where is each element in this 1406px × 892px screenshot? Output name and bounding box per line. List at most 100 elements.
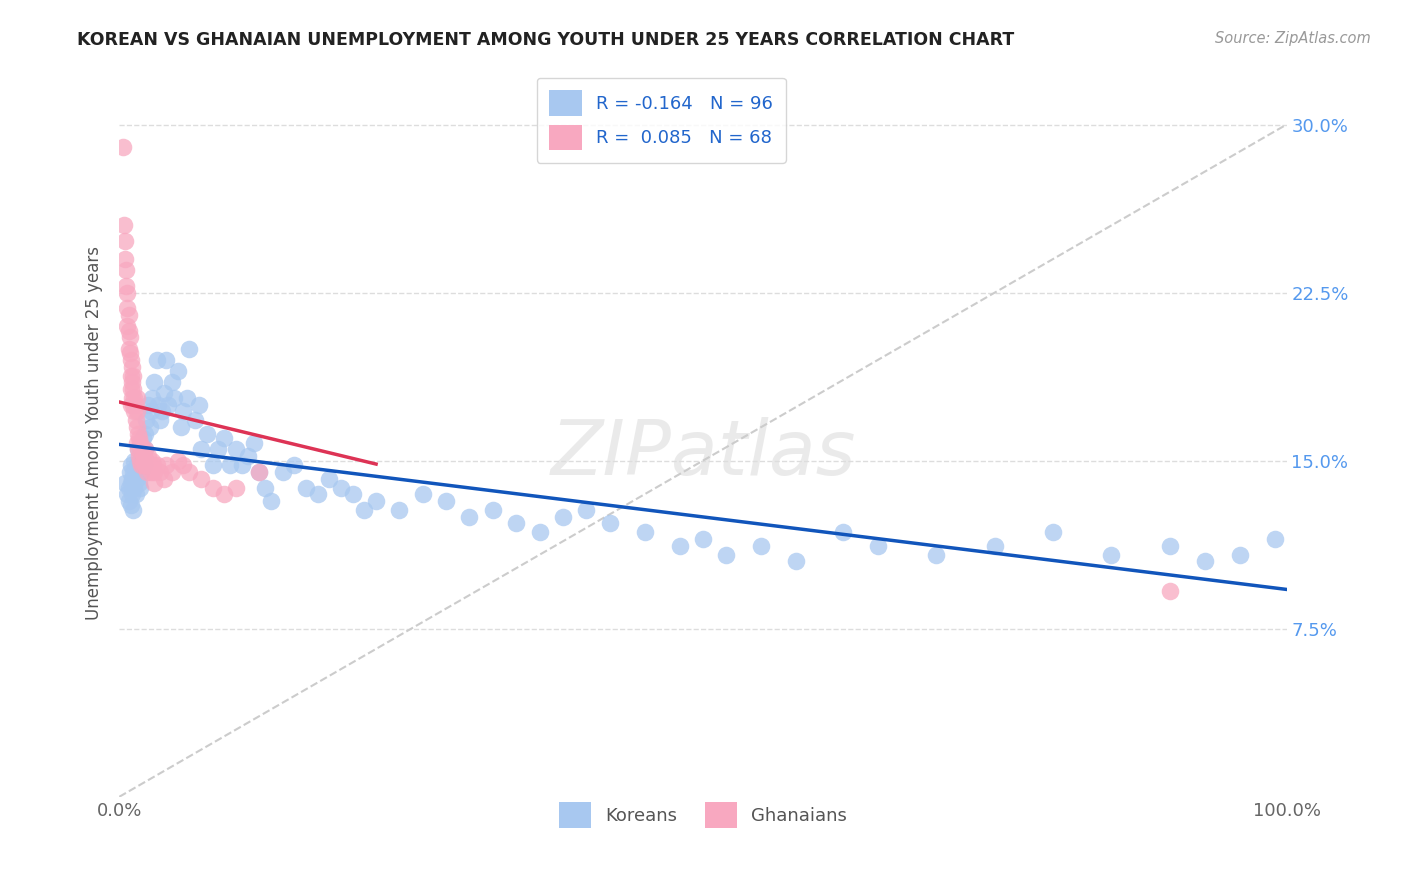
Point (128, 431, 150, 445)
Point (143, 476, 166, 491)
Point (716, 548, 738, 562)
Point (190, 442, 212, 457)
Point (131, 453, 153, 467)
Point (141, 453, 163, 467)
Point (295, 481, 318, 495)
Point (131, 431, 153, 445)
Point (125, 420, 148, 434)
Point (330, 481, 353, 495)
Point (145, 352, 167, 367)
Point (118, 346, 141, 360)
Point (121, 472, 143, 486)
Point (117, 319, 139, 334)
Point (242, 435, 264, 450)
Point (247, 465, 270, 479)
Point (132, 449, 155, 463)
Point (190, 472, 212, 486)
Text: Source: ZipAtlas.com: Source: ZipAtlas.com (1215, 31, 1371, 46)
Point (201, 458, 224, 472)
Text: ZIPatlas: ZIPatlas (550, 417, 856, 491)
Point (128, 449, 150, 463)
Point (121, 376, 143, 390)
Point (124, 487, 146, 501)
Point (120, 476, 142, 491)
Point (529, 525, 551, 540)
Point (219, 458, 242, 472)
Point (122, 465, 145, 479)
Point (236, 449, 259, 463)
Point (271, 465, 294, 479)
Point (283, 458, 305, 472)
Point (131, 458, 153, 472)
Point (172, 404, 194, 418)
Point (134, 426, 156, 441)
Point (163, 391, 186, 405)
Point (138, 398, 160, 412)
Point (125, 458, 148, 472)
Point (179, 465, 201, 479)
Point (122, 503, 145, 517)
Point (458, 509, 481, 524)
Point (124, 398, 146, 412)
Point (114, 252, 136, 266)
Point (122, 368, 145, 383)
Point (160, 376, 183, 390)
Point (129, 481, 152, 495)
Point (125, 435, 148, 450)
Point (152, 404, 174, 418)
Text: KOREAN VS GHANAIAN UNEMPLOYMENT AMONG YOUTH UNDER 25 YEARS CORRELATION CHART: KOREAN VS GHANAIAN UNEMPLOYMENT AMONG YO… (77, 31, 1015, 49)
Point (214, 431, 236, 445)
Point (1042, 525, 1064, 540)
Point (120, 382, 142, 396)
Point (131, 465, 153, 479)
Point (247, 465, 270, 479)
Point (785, 554, 807, 568)
Point (124, 391, 146, 405)
Point (832, 525, 855, 540)
Point (166, 453, 188, 467)
Point (117, 324, 139, 338)
Point (146, 398, 169, 412)
Point (122, 398, 145, 412)
Point (129, 453, 152, 467)
Point (184, 413, 207, 427)
Point (125, 404, 148, 418)
Point (114, 476, 136, 491)
Point (132, 458, 155, 472)
Point (170, 420, 193, 434)
Point (138, 449, 160, 463)
Point (121, 359, 143, 374)
Point (482, 503, 505, 517)
Point (138, 420, 160, 434)
Point (138, 458, 160, 472)
Point (152, 386, 174, 401)
Point (128, 476, 150, 491)
Point (139, 465, 162, 479)
Point (117, 285, 139, 300)
Legend: Koreans, Ghanaians: Koreans, Ghanaians (551, 795, 855, 835)
Point (127, 442, 149, 457)
Point (124, 481, 146, 495)
Point (120, 368, 142, 383)
Point (157, 398, 180, 412)
Point (318, 472, 340, 486)
Point (160, 465, 183, 479)
Point (134, 442, 156, 457)
Point (155, 458, 177, 472)
Point (176, 391, 198, 405)
Point (117, 308, 139, 322)
Point (131, 458, 153, 472)
Point (134, 458, 156, 472)
Point (118, 330, 141, 344)
Point (115, 263, 138, 277)
Point (139, 404, 162, 418)
Point (412, 487, 434, 501)
Point (117, 342, 139, 356)
Point (125, 391, 148, 405)
Point (187, 398, 209, 412)
Point (307, 487, 329, 501)
Point (127, 426, 149, 441)
Point (353, 503, 375, 517)
Point (388, 503, 411, 517)
Point (117, 494, 139, 508)
